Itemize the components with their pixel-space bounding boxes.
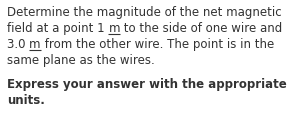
Text: Determine the magnitude of the net magnetic: Determine the magnitude of the net magne…: [7, 6, 282, 19]
Text: Express your answer with the appropriate: Express your answer with the appropriate: [7, 78, 287, 91]
Text: same plane as the wires.: same plane as the wires.: [7, 54, 155, 67]
Text: 3.0: 3.0: [7, 38, 29, 51]
Text: m: m: [29, 38, 41, 51]
Text: field at a point 1: field at a point 1: [7, 22, 108, 35]
Text: from the other wire. The point is in the: from the other wire. The point is in the: [41, 38, 274, 51]
Text: to the side of one wire and: to the side of one wire and: [120, 22, 282, 35]
Text: m: m: [108, 22, 120, 35]
Text: units.: units.: [7, 94, 45, 107]
